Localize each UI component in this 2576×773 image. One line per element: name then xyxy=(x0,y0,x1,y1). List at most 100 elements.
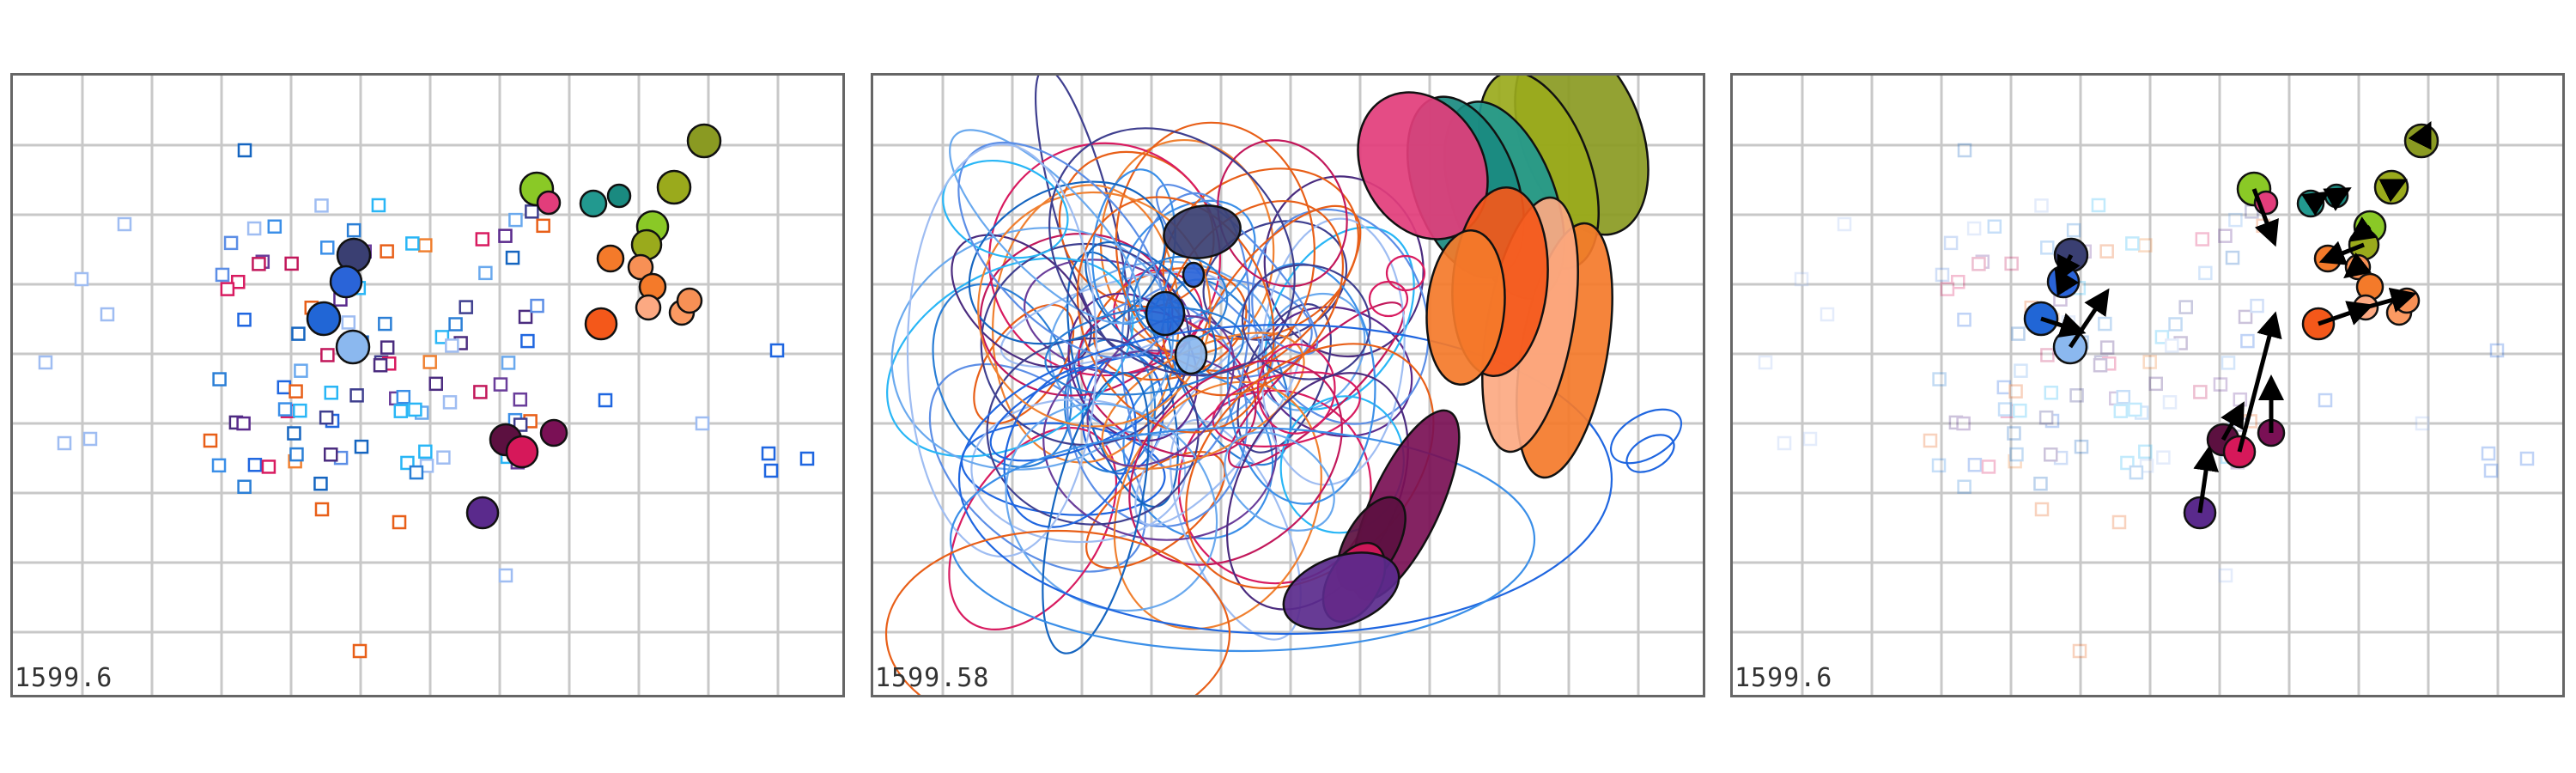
square-marker xyxy=(695,416,710,431)
square-marker xyxy=(2228,212,2243,228)
uncertainty-ellipse xyxy=(884,529,1231,695)
square-marker xyxy=(2066,222,2081,238)
square-marker xyxy=(408,402,422,417)
square-marker xyxy=(247,458,263,472)
uncertainty-ellipse xyxy=(957,323,1613,636)
square-marker xyxy=(769,343,785,358)
square-marker xyxy=(498,568,513,583)
square-marker xyxy=(2053,450,2069,466)
square-marker xyxy=(393,404,409,418)
square-marker xyxy=(1996,380,2012,395)
square-marker xyxy=(284,256,299,271)
square-marker xyxy=(117,216,132,232)
motion-arrow xyxy=(2379,179,2408,203)
square-marker xyxy=(2099,244,2114,259)
square-marker xyxy=(2138,444,2153,460)
uncertainty-ellipse xyxy=(951,234,1092,368)
square-marker xyxy=(291,326,306,341)
uncertainty-ellipse xyxy=(1260,217,1406,486)
square-marker xyxy=(215,267,230,283)
circle-marker xyxy=(2393,287,2421,314)
square-marker xyxy=(448,317,463,332)
square-marker xyxy=(445,338,459,353)
square-marker xyxy=(2225,250,2240,265)
square-marker xyxy=(320,348,335,362)
square-marker xyxy=(237,479,252,494)
circle-markers xyxy=(306,123,722,530)
square-marker xyxy=(293,403,307,418)
square-marker xyxy=(2091,198,2106,213)
square-marker xyxy=(1967,458,1983,472)
square-marker xyxy=(598,393,613,408)
square-marker xyxy=(442,395,458,410)
square-marker xyxy=(1820,307,1835,322)
square-marker xyxy=(294,363,308,378)
square-marker xyxy=(405,236,420,251)
circle-marker xyxy=(606,183,632,209)
square-marker xyxy=(2093,358,2108,373)
motion-arrow xyxy=(2343,252,2372,279)
circle-marker xyxy=(579,189,608,218)
square-marker xyxy=(2044,386,2059,400)
square-marker xyxy=(324,447,338,462)
square-marker xyxy=(418,238,433,253)
filled-ellipse xyxy=(1145,290,1186,337)
uncertainty-ellipse xyxy=(1368,280,1409,318)
square-marker xyxy=(211,458,227,473)
square-marker xyxy=(2483,463,2499,478)
square-marker xyxy=(2139,459,2154,473)
square-markers xyxy=(38,143,815,659)
uncertainty-ellipse xyxy=(1256,343,1336,435)
square-marker xyxy=(380,340,395,355)
uncertainty-ellipse xyxy=(1003,366,1137,528)
arrow-plot xyxy=(1733,76,2562,695)
uncertainty-ellipse xyxy=(1625,434,1675,473)
square-marker xyxy=(1957,479,1971,494)
square-marker xyxy=(799,451,815,466)
square-marker xyxy=(2014,363,2028,378)
square-marker xyxy=(2038,410,2054,425)
square-marker xyxy=(2156,450,2171,465)
square-marker xyxy=(473,385,488,399)
square-marker xyxy=(1951,275,1965,289)
uncertainty-ellipse xyxy=(1066,251,1179,508)
uncertainty-ellipse xyxy=(949,426,1536,653)
panel-scatter: 1599.6 xyxy=(10,73,845,697)
square-marker xyxy=(267,219,283,234)
uncertainty-ellipse xyxy=(957,141,1166,359)
square-marker xyxy=(2129,465,2144,480)
motion-arrows xyxy=(2040,121,2432,514)
panel-arrows: 1599.6 xyxy=(1730,73,2565,697)
square-marker xyxy=(2125,236,2140,251)
square-marker xyxy=(2168,317,2183,332)
square-marker xyxy=(2074,439,2089,454)
uncertainty-ellipse xyxy=(1155,183,1319,356)
square-marker xyxy=(1777,435,1792,451)
square-marker xyxy=(409,465,424,480)
uncertainty-ellipse xyxy=(1048,127,1296,377)
motion-arrow xyxy=(2040,313,2087,338)
circle-marker xyxy=(656,169,692,205)
square-marker xyxy=(2093,355,2109,370)
square-marker xyxy=(289,447,304,462)
uncertainty-ellipse xyxy=(932,283,1072,468)
square-marker xyxy=(276,380,292,395)
square-marker xyxy=(373,358,388,373)
square-marker xyxy=(38,355,53,370)
square-marker xyxy=(2000,404,2015,418)
circle-marker xyxy=(505,435,539,469)
uncertainty-ellipse xyxy=(1212,371,1361,448)
square-marker xyxy=(508,212,523,228)
square-marker xyxy=(2044,447,2058,462)
square-marker xyxy=(536,218,550,234)
square-marker xyxy=(1923,433,1938,448)
square-marker xyxy=(237,312,252,327)
square-marker xyxy=(2138,238,2153,253)
uncertainty-ellipse xyxy=(1609,408,1683,465)
square-marker xyxy=(1935,267,1950,283)
square-marker xyxy=(100,307,115,322)
square-marker xyxy=(223,235,239,251)
square-marker xyxy=(2007,426,2021,441)
square-marker xyxy=(475,232,490,247)
circle-marker xyxy=(335,329,371,365)
